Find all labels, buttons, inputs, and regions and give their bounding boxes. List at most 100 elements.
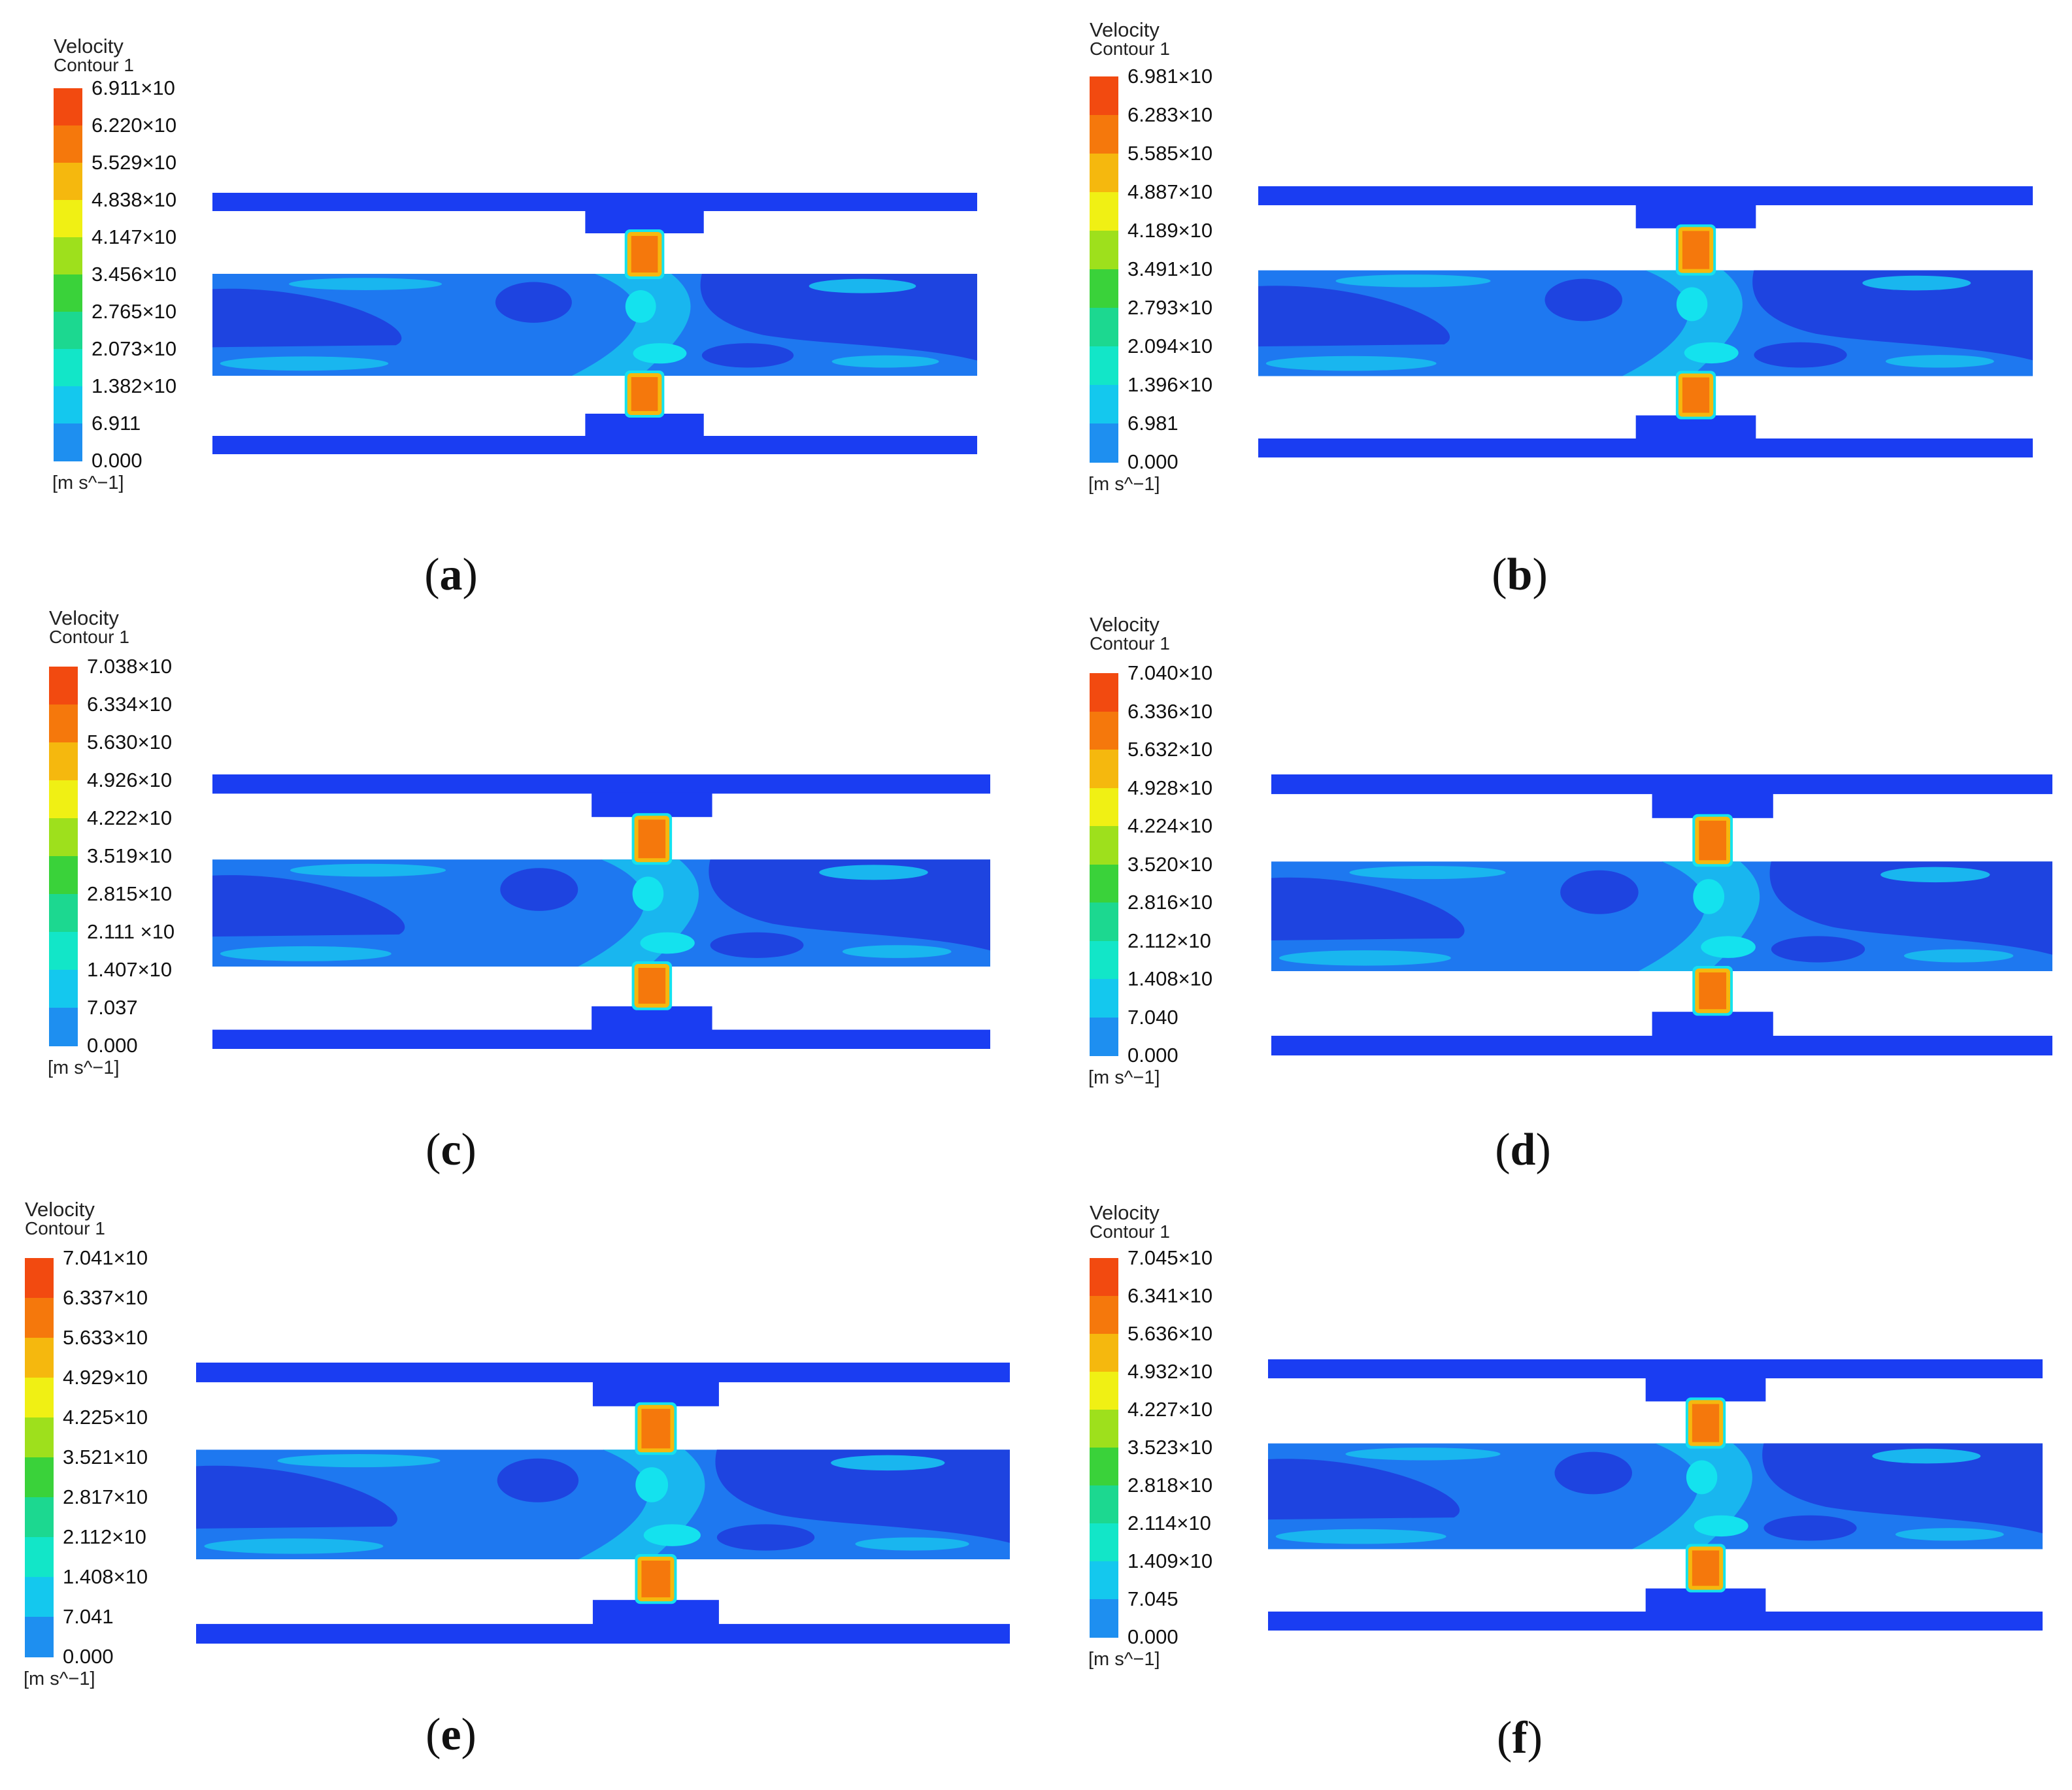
legend-tick-label: 2.817×10 xyxy=(63,1485,148,1508)
legend-title: Velocity xyxy=(1090,18,1160,41)
mid-velocity-region xyxy=(831,1455,945,1471)
color-scale-segment xyxy=(25,1378,54,1418)
legend-tick-label: 3.491×10 xyxy=(1128,257,1213,280)
jet-mixing-region xyxy=(643,1524,701,1546)
lower-nozzle-jet xyxy=(1699,972,1727,1010)
legend-tick-label: 3.456×10 xyxy=(92,263,177,286)
mid-velocity-region xyxy=(220,356,389,371)
legend-tick-label: 7.038×10 xyxy=(87,655,173,678)
legend-tick-label: 3.519×10 xyxy=(87,844,173,867)
legend-tick-label: 2.073×10 xyxy=(92,337,177,360)
legend-tick-label: 4.929×10 xyxy=(63,1366,148,1389)
color-scale-segment xyxy=(1090,903,1118,942)
low-velocity-region xyxy=(196,1465,397,1529)
legend-tick-label: 2.112×10 xyxy=(63,1525,146,1548)
upper-nozzle-jet xyxy=(1682,231,1710,269)
low-velocity-region xyxy=(495,282,572,323)
lower-wall xyxy=(212,1029,990,1049)
low-velocity-region xyxy=(710,932,804,958)
color-scale-segment xyxy=(49,818,78,857)
low-velocity-region xyxy=(1258,286,1450,347)
legend-subtitle: Contour 1 xyxy=(1090,39,1170,59)
mid-velocity-region xyxy=(277,1454,441,1468)
low-velocity-region xyxy=(212,875,405,937)
legend-tick-label: 5.636×10 xyxy=(1128,1322,1213,1345)
color-scale-segment xyxy=(1090,1448,1118,1486)
upper-wall xyxy=(196,1363,1010,1383)
legend-tick-label: 2.793×10 xyxy=(1128,296,1213,319)
legend-subtitle: Contour 1 xyxy=(1090,1221,1170,1242)
mid-velocity-region xyxy=(819,865,928,880)
color-scale-bar xyxy=(1090,1258,1118,1638)
color-scale-segment xyxy=(49,894,78,933)
color-scale-segment xyxy=(1090,711,1118,750)
legend-tick-label: 4.222×10 xyxy=(87,806,173,829)
legend-tick-label: 0.000 xyxy=(92,449,142,472)
jet-mixing-region xyxy=(632,876,664,911)
caption-close-paren: ) xyxy=(461,1125,476,1175)
upper-nozzle-jet xyxy=(638,820,666,859)
color-scale-segment xyxy=(25,1298,54,1338)
color-scale-segment xyxy=(54,274,82,312)
lower-nozzle-jet xyxy=(641,1561,671,1598)
legend-tick-label: 4.926×10 xyxy=(87,769,173,791)
color-scale-segment xyxy=(1090,1372,1118,1410)
jet-mixing-region xyxy=(635,1467,669,1502)
legend-title: Velocity xyxy=(25,1198,95,1221)
legend-tick-label: 0.000 xyxy=(63,1645,114,1668)
legend-tick-label: 4.147×10 xyxy=(92,225,177,248)
lower-block xyxy=(1635,415,1756,440)
color-scale-bar xyxy=(54,88,82,461)
low-velocity-region xyxy=(1752,270,2033,361)
legend-tick-label: 1.396×10 xyxy=(1128,373,1213,396)
color-scale-bar xyxy=(1090,673,1118,1056)
low-velocity-region xyxy=(700,274,977,361)
color-scale-segment xyxy=(25,1258,54,1299)
mid-velocity-region xyxy=(220,946,392,961)
color-scale-segment xyxy=(1090,1258,1118,1297)
caption-letter: f xyxy=(1512,1713,1528,1763)
panel-caption: (e) xyxy=(379,1709,523,1761)
legend-tick-label: 6.341×10 xyxy=(1128,1284,1213,1307)
color-scale-segment xyxy=(25,1417,54,1458)
color-scale-segment xyxy=(54,312,82,350)
legend-tick-label: 2.765×10 xyxy=(92,300,177,323)
legend-unit-label: [m s^−1] xyxy=(1088,1067,1160,1088)
legend-unit-label: [m s^−1] xyxy=(48,1057,120,1078)
legend-tick-label: 6.911 xyxy=(92,412,141,435)
velocity-contour-panel-e: Velocity Contour 1 7.041×10 6.337×10 5.633×1… xyxy=(0,1176,1036,1790)
panel-caption: (c) xyxy=(379,1124,523,1176)
upper-block xyxy=(592,792,712,818)
legend-tick-label: 4.932×10 xyxy=(1128,1360,1213,1383)
caption-close-paren: ) xyxy=(462,550,478,600)
legend-title: Velocity xyxy=(49,606,119,629)
legend-tick-label: 1.409×10 xyxy=(1128,1550,1213,1572)
mid-velocity-region xyxy=(842,945,952,958)
low-velocity-region xyxy=(1771,936,1865,963)
legend-tick-label: 4.838×10 xyxy=(92,188,177,211)
caption-close-paren: ) xyxy=(1535,1125,1551,1175)
lower-wall xyxy=(212,436,977,454)
legend-subtitle: Contour 1 xyxy=(1090,633,1170,654)
legend-tick-label: 4.225×10 xyxy=(63,1406,148,1429)
contour-plot xyxy=(1268,1359,2043,1631)
mid-velocity-region xyxy=(1349,866,1506,880)
velocity-contour-panel-f: Velocity Contour 1 7.045×10 6.341×10 5.636×1… xyxy=(1036,1176,2072,1790)
color-scale-bar xyxy=(1090,76,1118,463)
low-velocity-region xyxy=(1763,1515,1857,1541)
color-scale-segment xyxy=(1090,826,1118,865)
legend-unit-label: [m s^−1] xyxy=(24,1668,95,1689)
legend-title: Velocity xyxy=(1090,1201,1160,1224)
color-scale-segment xyxy=(25,1577,54,1617)
legend-tick-label: 5.633×10 xyxy=(63,1326,148,1349)
legend-tick-label: 2.111 ×10 xyxy=(87,920,175,943)
color-scale-segment xyxy=(49,856,78,895)
upper-wall xyxy=(212,774,990,794)
upper-wall xyxy=(1271,774,2052,795)
color-scale-segment xyxy=(54,163,82,201)
upper-block xyxy=(1645,1377,1766,1402)
color-scale-segment xyxy=(1090,1523,1118,1562)
legend-tick-label: 2.818×10 xyxy=(1128,1474,1213,1497)
caption-open-paren: ( xyxy=(426,1125,441,1175)
lower-nozzle-jet xyxy=(1682,377,1710,413)
